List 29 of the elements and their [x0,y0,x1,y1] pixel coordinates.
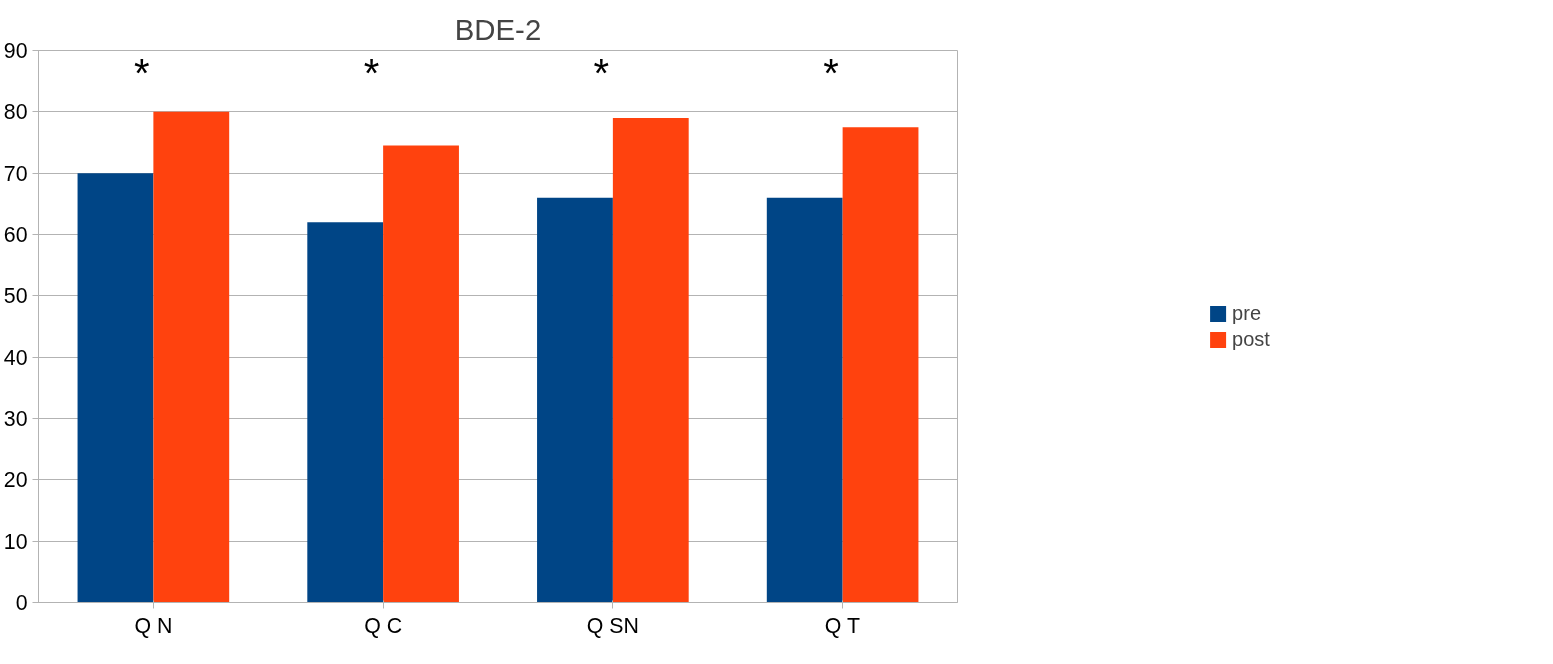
y-tick-label: 0 [15,591,28,615]
y-tick-label: 10 [3,529,28,554]
annotation: * [823,50,839,95]
y-tick-label: 70 [3,161,28,186]
x-tick-label: Q C [364,613,403,638]
y-tick-label: 50 [3,284,28,309]
bar [153,111,230,603]
y-tick-label: 90 [3,39,28,63]
y-tick-label: 40 [3,345,28,370]
bar [842,127,919,603]
annotation: * [363,50,380,95]
bar [77,173,154,603]
annotation: * [134,50,150,95]
x-tick-label: Q T [824,613,861,638]
x-tick-label: Q N [134,613,173,638]
chart-title: BDE-2 [454,12,542,46]
x-tick-label: Q SN [586,613,639,638]
bar [766,197,843,603]
bar [537,197,613,603]
bar [612,117,689,603]
y-tick-label: 20 [3,468,28,493]
legend-label: pre [1232,301,1261,325]
bar [307,222,384,603]
legend-label: post [1232,327,1270,351]
y-tick-label: 60 [3,223,28,247]
y-tick-label: 80 [3,100,28,125]
bar [383,145,459,603]
y-tick-label: 30 [3,407,28,431]
annotation: * [593,50,610,95]
